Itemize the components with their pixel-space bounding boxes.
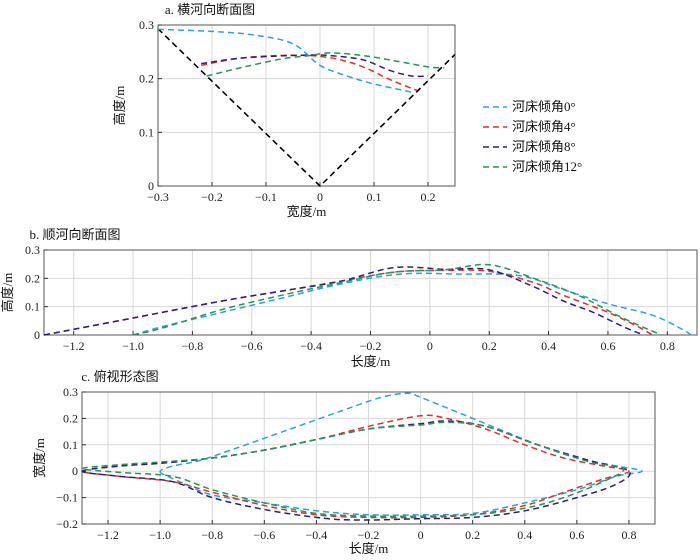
x-tick-label: 0 xyxy=(418,528,424,542)
y-tick-label: 0.1 xyxy=(139,125,154,139)
series-line-3 xyxy=(206,52,445,77)
series-line-1 xyxy=(81,414,630,519)
y-axis-label: 宽度/m xyxy=(32,438,47,478)
x-tick-label: −0.6 xyxy=(253,528,275,542)
y-tick-label: 0.1 xyxy=(63,438,78,452)
y-tick-label: 0.1 xyxy=(25,300,40,314)
chart-panel-c: −1.2 −1.0 −0.8 −0.6 −0.4 −0.2 0 0.2 0.4 0.6 0.8 −0.… xyxy=(32,369,656,556)
x-tick-label: 0.2 xyxy=(421,190,436,204)
y-tick-label: 0.3 xyxy=(25,243,40,257)
plot-frame xyxy=(157,24,456,187)
x-tick-label: −0.8 xyxy=(201,528,223,542)
legend-label-1: 河床倾角4° xyxy=(512,119,576,134)
chart-title: c. 俯视形态图 xyxy=(81,369,158,384)
series-line-1 xyxy=(201,54,418,92)
channel-outline-line xyxy=(157,28,456,188)
legend: 河床倾角0° 河床倾角4° 河床倾角8° 河床倾角12° xyxy=(483,99,582,174)
x-tick-label: 0 xyxy=(427,339,433,353)
x-tick-label: −0.4 xyxy=(300,339,322,353)
x-tick-label: 0.2 xyxy=(482,339,497,353)
x-tick-label: −0.3 xyxy=(147,190,169,204)
x-tick-label: −1.0 xyxy=(122,339,144,353)
y-axis-label: 高度/m xyxy=(0,273,15,313)
series-line-1 xyxy=(43,269,653,336)
series-line-0 xyxy=(132,272,692,336)
x-tick-label: −0.6 xyxy=(241,339,263,353)
x-tick-label: 0.2 xyxy=(465,528,480,542)
chart-panel-b: −1.2 −1.0 −0.8 −0.6 −0.4 −0.2 0 0.2 0.4 0.6 0.8 0 0.… xyxy=(0,227,698,369)
x-tick-label: −0.2 xyxy=(201,190,223,204)
chart-panel-a: −0.3 −0.2 −0.1 0 0.1 0.2 0 0.1 0.2 0.3 a. 横河向断面图宽度… xyxy=(112,2,456,219)
x-tick-label: −1.2 xyxy=(63,339,85,353)
legend-label-3: 河床倾角12° xyxy=(512,159,582,174)
series-line-0 xyxy=(159,392,643,516)
y-tick-label: 0.2 xyxy=(63,411,78,425)
x-tick-label: −0.2 xyxy=(360,339,382,353)
x-tick-label: 0.4 xyxy=(541,339,556,353)
y-tick-label: 0.2 xyxy=(25,271,40,285)
series-line-3 xyxy=(81,421,625,518)
y-tick-label: 0 xyxy=(148,179,154,193)
x-tick-label: 0 xyxy=(317,190,323,204)
y-tick-label: 0 xyxy=(72,464,78,478)
x-tick-label: −0.4 xyxy=(306,528,328,542)
y-tick-label: 0.3 xyxy=(63,385,78,399)
y-tick-label: 0.2 xyxy=(139,72,154,86)
series-line-0 xyxy=(157,28,412,93)
legend-label-2: 河床倾角8° xyxy=(512,139,576,154)
x-tick-label: −0.2 xyxy=(358,528,380,542)
series-line-2 xyxy=(43,266,644,336)
chart-title: a. 横河向断面图 xyxy=(165,2,255,17)
x-tick-label: −0.8 xyxy=(182,339,204,353)
x-axis-label: 宽度/m xyxy=(287,204,327,219)
x-tick-label: 0.8 xyxy=(660,339,675,353)
series-line-2 xyxy=(81,420,631,521)
y-tick-label: −0.2 xyxy=(56,517,78,531)
legend-label-0: 河床倾角0° xyxy=(512,99,576,114)
x-tick-label: −1.0 xyxy=(149,528,171,542)
chart-title: b. 顺河向断面图 xyxy=(29,227,120,242)
x-axis-label: 长度/m xyxy=(351,354,391,369)
series-line-2 xyxy=(201,54,429,78)
x-tick-label: 0.6 xyxy=(569,528,584,542)
y-tick-label: 0.3 xyxy=(139,18,154,32)
x-tick-label: −1.2 xyxy=(97,528,119,542)
y-tick-label: 0 xyxy=(34,328,40,342)
x-tick-label: 0.6 xyxy=(600,339,615,353)
x-tick-label: −0.1 xyxy=(255,190,277,204)
y-tick-label: −0.1 xyxy=(56,491,78,505)
x-tick-label: 0.1 xyxy=(367,190,382,204)
x-axis-label: 长度/m xyxy=(349,541,389,556)
y-axis-label: 高度/m xyxy=(112,86,127,126)
series-line-3 xyxy=(132,263,662,336)
x-tick-label: 0.4 xyxy=(517,528,532,542)
x-tick-label: 0.8 xyxy=(621,528,636,542)
